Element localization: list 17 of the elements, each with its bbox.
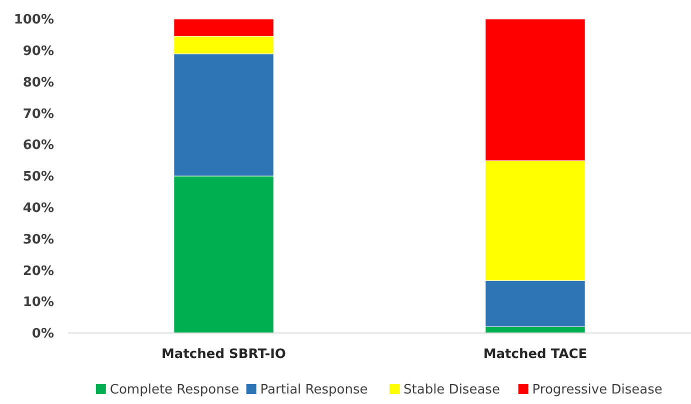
y-tick-label: 60% [22,138,54,154]
x-tick-label: Matched SBRT-IO [162,347,286,362]
y-tick-label: 0% [32,326,54,342]
x-tick-label: Matched TACE [483,347,588,362]
y-tick-label: 10% [22,295,54,310]
y-tick-label: 100% [14,12,54,28]
y-tick-label: 80% [22,75,54,90]
y-tick-label: 40% [22,200,54,216]
y-tick-label: 90% [22,44,54,59]
y-tick-label: 30% [22,232,54,248]
legend-label: Progressive Disease [532,382,662,398]
y-tick-label: 50% [22,170,54,185]
legend-label: Partial Response [260,382,368,398]
y-tick-label: 70% [22,106,54,122]
legend-label: Stable Disease [404,382,500,398]
y-tick-label: 20% [22,264,54,279]
legend-label: Complete Response [110,382,240,398]
